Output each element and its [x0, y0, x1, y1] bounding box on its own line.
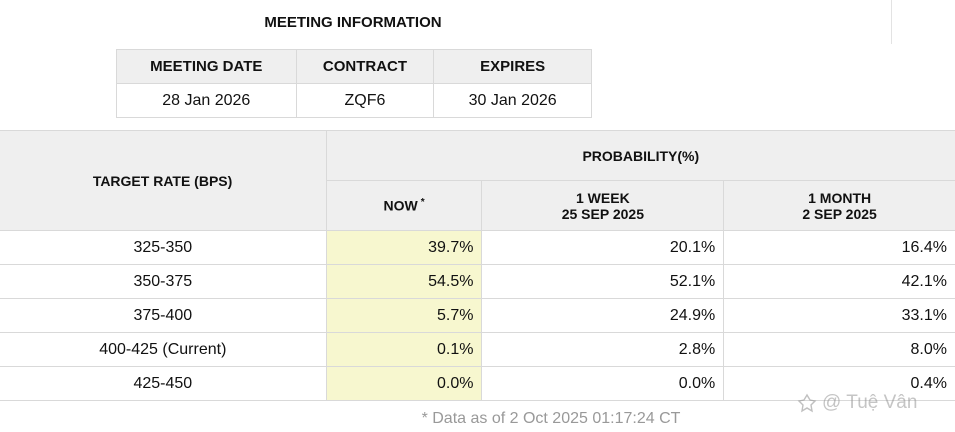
- target-rate-cell: 425-450: [0, 366, 327, 401]
- table-row: 375-400 5.7% 24.9% 33.1%: [0, 298, 955, 333]
- now-probability-cell: 0.0%: [325, 366, 483, 401]
- watermark-logo-icon: [797, 393, 817, 413]
- table-row: 325-350 39.7% 20.1% 16.4%: [0, 230, 955, 265]
- target-rate-cell: 400-425 (Current): [0, 332, 327, 367]
- table-row: 350-375 54.5% 52.1% 42.1%: [0, 264, 955, 299]
- table-row: 425-450 0.0% 0.0% 0.4%: [0, 366, 955, 401]
- period-header-row: NOW * 1 WEEK 25 SEP 2025 1 MONTH 2 SEP 20…: [0, 180, 955, 231]
- meeting-value-row: 28 Jan 2026 ZQF6 30 Jan 2026: [116, 83, 592, 118]
- target-rate-header: TARGET RATE (BPS): [0, 130, 327, 231]
- one-week-probability-cell: 2.8%: [481, 332, 725, 367]
- one-week-label: 1 WEEK: [576, 189, 630, 206]
- one-week-probability-cell: 20.1%: [481, 230, 725, 265]
- one-week-probability-cell: 0.0%: [481, 366, 725, 401]
- expires-value: 30 Jan 2026: [433, 83, 592, 118]
- expires-header: EXPIRES: [433, 49, 592, 84]
- now-footnote-mark: *: [420, 197, 425, 209]
- one-week-date: 25 SEP 2025: [561, 205, 644, 222]
- one-month-probability-cell: 42.1%: [723, 264, 955, 299]
- one-month-probability-cell: 0.4%: [723, 366, 955, 401]
- contract-value: ZQF6: [295, 83, 435, 118]
- table-row: 400-425 (Current) 0.1% 2.8% 8.0%: [0, 332, 955, 367]
- now-probability-cell: 54.5%: [325, 264, 483, 299]
- one-week-probability-cell: 24.9%: [481, 298, 725, 333]
- meeting-date-header: MEETING DATE: [116, 49, 297, 84]
- target-rate-cell: 350-375: [0, 264, 327, 299]
- data-timestamp-footnote: * Data as of 2 Oct 2025 01:17:24 CT: [421, 410, 681, 427]
- watermark-at: @: [822, 392, 842, 413]
- one-month-probability-cell: 33.1%: [723, 298, 955, 333]
- one-week-header: 1 WEEK 25 SEP 2025: [481, 180, 725, 231]
- one-month-header: 1 MONTH 2 SEP 2025: [723, 180, 955, 231]
- one-month-label: 1 MONTH: [808, 189, 872, 206]
- meeting-date-value: 28 Jan 2026: [116, 83, 297, 118]
- one-month-probability-cell: 16.4%: [723, 230, 955, 265]
- meeting-header-row: MEETING DATE CONTRACT EXPIRES: [116, 49, 592, 84]
- now-probability-cell: 5.7%: [325, 298, 483, 333]
- one-month-probability-cell: 8.0%: [723, 332, 955, 367]
- now-probability-cell: 39.7%: [325, 230, 483, 265]
- meeting-information-title: MEETING INFORMATION: [264, 14, 442, 31]
- now-probability-cell: 0.1%: [325, 332, 483, 367]
- probability-header: PROBABILITY(%): [325, 130, 955, 181]
- contract-header: CONTRACT: [295, 49, 435, 84]
- watermark-text: Tuệ Vân: [846, 392, 918, 413]
- watermark: @ Tuệ Vân: [797, 392, 917, 414]
- one-week-probability-cell: 52.1%: [481, 264, 725, 299]
- target-rate-cell: 375-400: [0, 298, 327, 333]
- probability-table: TARGET RATE (BPS) PROBABILITY(%) NOW * 1 …: [0, 130, 955, 401]
- one-month-date: 2 SEP 2025: [802, 205, 877, 222]
- target-rate-cell: 325-350: [0, 230, 327, 265]
- probability-header-row: TARGET RATE (BPS) PROBABILITY(%): [0, 130, 955, 231]
- now-label: NOW: [383, 197, 418, 214]
- now-header: NOW *: [325, 180, 483, 231]
- meeting-information-table: MEETING DATE CONTRACT EXPIRES 28 Jan 202…: [116, 49, 592, 118]
- divider: [891, 0, 892, 44]
